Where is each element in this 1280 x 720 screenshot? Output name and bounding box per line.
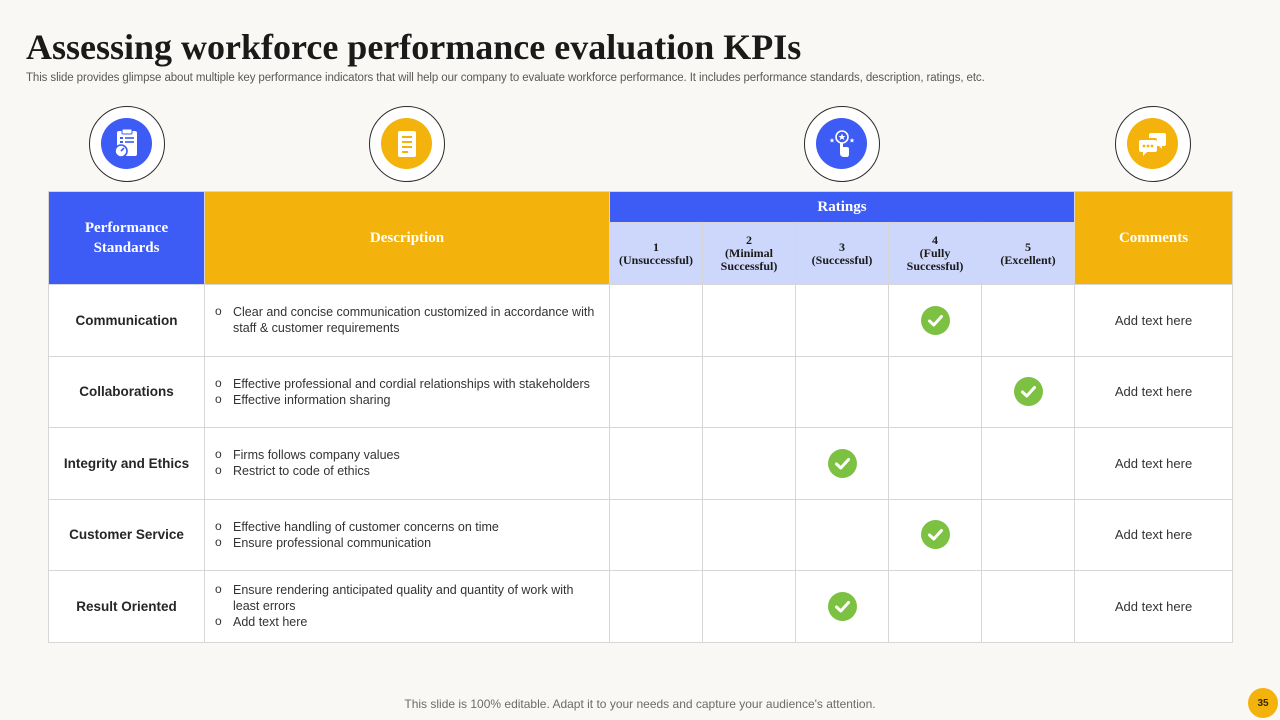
header-performance-standards: Performance Standards <box>48 191 205 285</box>
description-cell: Firms follows company valuesRestrict to … <box>204 427 610 500</box>
checkmark-icon <box>920 520 950 550</box>
slide-title: Assessing workforce performance evaluati… <box>26 27 802 67</box>
table-row: Integrity and EthicsFirms follows compan… <box>48 427 1234 500</box>
description-bullet: Effective handling of customer concerns … <box>215 518 595 535</box>
checkmark-icon <box>827 591 857 621</box>
clipboard-gauge-icon <box>101 118 152 169</box>
table-row: Result Oriented Ensure rendering anticipa… <box>48 570 1234 643</box>
rating-hand-icon <box>816 118 867 169</box>
rating-cell-2 <box>702 355 796 428</box>
rating-cell-5 <box>980 498 1076 571</box>
comment-cell: Add text here <box>1074 355 1234 428</box>
header-ratings: Ratings <box>608 191 1076 223</box>
rating-cell-2 <box>702 570 796 643</box>
rating-cell-3 <box>795 570 889 643</box>
performance-standard: Customer Service <box>48 498 205 571</box>
checkmark-icon <box>920 305 950 335</box>
description-cell: Effective professional and cordial relat… <box>204 355 610 428</box>
rating-header-4: 4 (Fully Successful) <box>888 222 982 285</box>
description-cell: Ensure rendering anticipated quality and… <box>204 570 610 643</box>
rating-cell-5 <box>980 284 1076 357</box>
header-comments: Comments <box>1074 191 1234 285</box>
performance-standard: Result Oriented <box>48 570 205 643</box>
chat-bubbles-icon <box>1127 118 1178 169</box>
table-row: Customer Service Effective handling of cu… <box>48 498 1234 571</box>
rating-header-3: 3 (Successful) <box>795 222 889 285</box>
clipboard-gauge-icon-ring <box>89 106 165 182</box>
rating-cell-4 <box>888 427 982 500</box>
rating-cell-4 <box>888 284 982 357</box>
rating-cell-2 <box>702 427 796 500</box>
document-list-icon <box>381 118 432 169</box>
performance-standard: Communication <box>48 284 205 357</box>
rating-number: 4 <box>932 233 938 247</box>
checkmark-icon <box>1013 377 1043 407</box>
rating-header-2: 2 (Minimal Successful) <box>702 222 796 285</box>
chat-bubbles-icon-ring <box>1115 106 1191 182</box>
header-description: Description <box>204 191 610 285</box>
rating-cell-1 <box>609 355 703 428</box>
rating-cell-1 <box>609 498 703 571</box>
page-number: 35 <box>1248 688 1278 718</box>
rating-number: 2 <box>746 233 752 247</box>
rating-cell-1 <box>609 284 703 357</box>
table-row: Collaborations Effective professional and… <box>48 355 1234 428</box>
rating-cell-3 <box>795 284 889 357</box>
rating-cell-3 <box>795 427 889 500</box>
rating-cell-5 <box>980 570 1076 643</box>
rating-label: (Unsuccessful) <box>619 252 693 267</box>
kpi-table: Performance Standards Description Rating… <box>48 191 1234 643</box>
document-list-icon-ring <box>369 106 445 182</box>
rating-cell-4 <box>888 355 982 428</box>
rating-cell-4 <box>888 498 982 571</box>
rating-header-5: 5 (Excellent) <box>980 222 1076 285</box>
table-row: Communication Clear and concise communica… <box>48 284 1234 357</box>
rating-number: 1 <box>653 239 659 254</box>
rating-cell-4 <box>888 570 982 643</box>
rating-hand-icon-ring <box>804 106 880 182</box>
rating-cell-3 <box>795 355 889 428</box>
rating-cell-1 <box>609 427 703 500</box>
rating-cell-5 <box>980 427 1076 500</box>
description-bullet: Effective professional and cordial relat… <box>215 375 595 392</box>
rating-label: (Minimal Successful) <box>720 246 778 273</box>
comment-cell: Add text here <box>1074 570 1234 643</box>
description-cell: Clear and concise communication customiz… <box>204 284 610 357</box>
rating-cell-3 <box>795 498 889 571</box>
rating-cell-5 <box>980 355 1076 428</box>
performance-standard: Collaborations <box>48 355 205 428</box>
rating-label: (Fully Successful) <box>906 246 964 273</box>
checkmark-icon <box>827 448 857 478</box>
description-bullet: Firms follows company values <box>215 446 595 463</box>
description-bullet: Ensure rendering anticipated quality and… <box>215 581 595 614</box>
comment-cell: Add text here <box>1074 498 1234 571</box>
performance-standard: Integrity and Ethics <box>48 427 205 500</box>
description-bullet: Ensure professional communication <box>215 534 595 551</box>
comment-cell: Add text here <box>1074 427 1234 500</box>
slide-subtitle: This slide provides glimpse about multip… <box>26 72 985 84</box>
rating-label: (Successful) <box>811 252 873 267</box>
rating-label: (Excellent) <box>1000 252 1056 267</box>
rating-cell-1 <box>609 570 703 643</box>
rating-cell-2 <box>702 498 796 571</box>
description-bullet: Restrict to code of ethics <box>215 462 595 479</box>
description-bullet: Add text here <box>215 613 595 630</box>
rating-cell-2 <box>702 284 796 357</box>
description-bullet: Clear and concise communication customiz… <box>215 303 595 336</box>
rating-number: 5 <box>1025 239 1032 254</box>
footer-note: This slide is 100% editable. Adapt it to… <box>404 697 876 711</box>
rating-header-1: 1 (Unsuccessful) <box>609 222 703 285</box>
description-bullet: Effective information sharing <box>215 391 595 408</box>
rating-number: 3 <box>839 239 845 254</box>
comment-cell: Add text here <box>1074 284 1234 357</box>
description-cell: Effective handling of customer concerns … <box>204 498 610 571</box>
